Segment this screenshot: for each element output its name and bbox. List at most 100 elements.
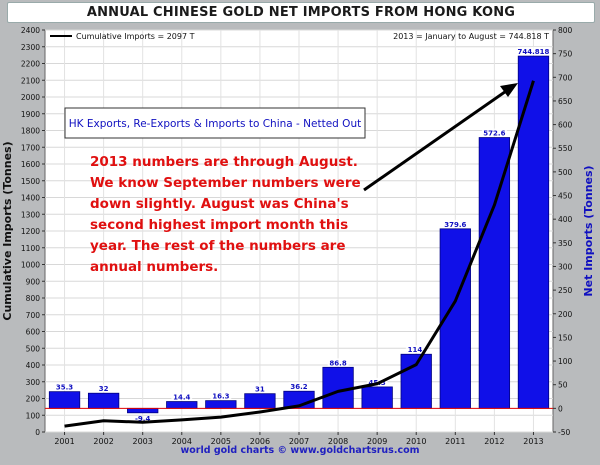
- annotation-line: down slightly. August was China's: [90, 196, 349, 212]
- left-tick-label: 0: [35, 428, 40, 437]
- bar-value-label: 35.3: [56, 384, 73, 392]
- annotation-line: 2013 numbers are through August.: [90, 154, 358, 170]
- bar-label-backdrop: [253, 384, 267, 393]
- x-tick-label: 2012: [484, 437, 504, 446]
- right-tick-label: 450: [558, 192, 573, 201]
- left-tick-label: 700: [26, 311, 41, 320]
- right-tick-label: 800: [558, 26, 573, 35]
- left-tick-label: 1600: [21, 160, 40, 169]
- left-tick-label: 100: [26, 411, 41, 420]
- x-tick-label: 2005: [211, 437, 231, 446]
- x-tick-label: 2010: [406, 437, 426, 446]
- annotation-line: annual numbers.: [90, 259, 218, 275]
- bar-value-label: 744.818: [518, 48, 550, 56]
- bar-label-backdrop: [210, 391, 232, 400]
- right-axis-ticks: -50 0 50 100 150 200 250 300 350 400 450 500 550 600 6…: [553, 26, 573, 437]
- left-tick-label: 400: [26, 361, 41, 370]
- y-axis-label-left: Cumulative Imports (Tonnes): [1, 141, 14, 320]
- cumulative-imports-line: [64, 80, 535, 428]
- left-tick-label: 1300: [21, 210, 40, 219]
- left-tick-label: 2000: [21, 93, 40, 102]
- left-tick-label: 2400: [21, 26, 40, 35]
- left-tick-label: 1700: [21, 143, 40, 152]
- left-tick-label: 1900: [21, 110, 40, 119]
- y-axis-label-right: Net Imports (Tonnes): [582, 165, 595, 296]
- right-tick-label: 150: [558, 333, 573, 342]
- legend-right-text: 2013 = January to August = 744.818 T: [393, 32, 549, 41]
- annotation-arrow-head: [500, 83, 518, 97]
- right-tick-label: 350: [558, 239, 573, 248]
- bar: [361, 386, 393, 409]
- bar: [127, 407, 159, 414]
- bar: [244, 393, 276, 409]
- bar-label-backdrop: [97, 384, 110, 393]
- right-tick-label: 650: [558, 97, 573, 106]
- bars: [48, 55, 550, 414]
- cumulative-line: [64, 80, 535, 428]
- x-tick-label: 2009: [367, 437, 387, 446]
- info-box: [64, 107, 366, 139]
- right-tick-label: 50: [558, 381, 568, 390]
- left-tick-label: 1800: [21, 127, 40, 136]
- x-tick-label: 2001: [54, 437, 74, 446]
- bar-label-backdrop: [516, 47, 551, 56]
- x-tick-label: 2002: [93, 437, 113, 446]
- x-axis-ticks: 2001 2002 2003 2004 2005 2006 2007 2008 2009 2010…: [54, 432, 544, 446]
- right-tick-label: 500: [558, 168, 573, 177]
- right-tick-label: -50: [558, 428, 570, 437]
- right-tick-label: 300: [558, 262, 573, 271]
- bar-label-backdrop: [366, 377, 388, 386]
- right-tick-label: 200: [558, 310, 573, 319]
- bar-value-label: 16.3: [212, 393, 229, 401]
- left-tick-label: 1200: [21, 227, 40, 236]
- footer-credit: world gold charts © www.goldchartsrus.co…: [180, 445, 420, 456]
- annotation: 2013 numbers are through August. We know …: [90, 154, 361, 275]
- left-tick-label: 500: [26, 344, 41, 353]
- bar-label-backdrop: [442, 219, 468, 228]
- bar: [87, 392, 120, 409]
- left-tick-label: 2300: [21, 43, 40, 52]
- chart-title: ANNUAL CHINESE GOLD NET IMPORTS FROM HON…: [7, 2, 595, 23]
- x-tick-label: 2013: [523, 437, 543, 446]
- x-tick-label: 2006: [250, 437, 270, 446]
- left-tick-label: 600: [26, 328, 41, 337]
- x-tick-label: 2008: [328, 437, 348, 446]
- right-tick-label: 700: [558, 73, 573, 82]
- left-tick-label: 2200: [21, 60, 40, 69]
- bar: [205, 400, 237, 409]
- left-tick-label: 2100: [21, 76, 40, 85]
- bar-value-label: 14.4: [173, 394, 190, 402]
- bar-value-label: 31: [255, 386, 265, 394]
- info-box-text: HK Exports, Re-Exports & Imports to Chin…: [69, 118, 361, 130]
- left-tick-label: 900: [26, 277, 41, 286]
- right-tick-label: 550: [558, 144, 573, 153]
- bar: [166, 401, 198, 409]
- left-tick-label: 1500: [21, 177, 40, 186]
- left-tick-label: 1100: [21, 244, 40, 253]
- left-tick-label: 200: [26, 395, 41, 404]
- annotation-line: year. The rest of the numbers are: [90, 238, 346, 254]
- right-tick-label: 100: [558, 357, 573, 366]
- bar-value-label: 572.6: [483, 130, 505, 138]
- right-tick-label: 0: [558, 404, 563, 413]
- bar-value-label: 114.: [408, 346, 425, 354]
- bar-label-backdrop: [327, 358, 349, 367]
- bar-value-label: 86.8: [329, 359, 346, 367]
- x-tick-label: 2011: [445, 437, 465, 446]
- bar-labels: 35.3 32-9.414.4 16.331 36.286.845.3114.379.…: [54, 47, 551, 423]
- x-tick-label: 2004: [172, 437, 192, 446]
- bar-label-backdrop: [288, 382, 310, 391]
- annotation-arrow-shaft: [363, 85, 513, 192]
- bar: [517, 55, 550, 409]
- bar-value-label: 32: [99, 385, 109, 393]
- right-tick-label: 400: [558, 215, 573, 224]
- right-tick-label: 250: [558, 286, 573, 295]
- bar: [478, 137, 511, 409]
- left-tick-label: 1400: [21, 194, 40, 203]
- bar-value-label: 36.2: [290, 383, 307, 391]
- bar-label-backdrop: [405, 345, 427, 354]
- bar-label-backdrop: [171, 392, 193, 401]
- x-tick-label: 2007: [289, 437, 309, 446]
- bar-value-label: 379.6: [444, 221, 466, 229]
